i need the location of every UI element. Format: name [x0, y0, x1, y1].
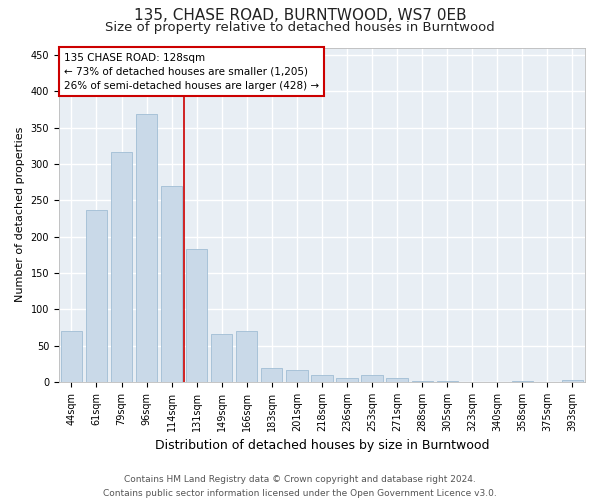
Bar [562, 380, 583, 382]
X-axis label: Distribution of detached houses by size in Burntwood: Distribution of detached houses by size … [155, 440, 489, 452]
Y-axis label: Number of detached properties: Number of detached properties [15, 127, 25, 302]
Text: Size of property relative to detached houses in Burntwood: Size of property relative to detached ho… [105, 21, 495, 34]
Bar [61, 331, 82, 382]
Text: 135 CHASE ROAD: 128sqm
← 73% of detached houses are smaller (1,205)
26% of semi-: 135 CHASE ROAD: 128sqm ← 73% of detached… [64, 52, 319, 90]
Bar [236, 331, 257, 382]
Bar [386, 378, 408, 382]
Text: 135, CHASE ROAD, BURNTWOOD, WS7 0EB: 135, CHASE ROAD, BURNTWOOD, WS7 0EB [134, 8, 466, 22]
Bar [161, 186, 182, 382]
Bar [86, 210, 107, 382]
Bar [136, 114, 157, 382]
Bar [337, 378, 358, 382]
Bar [311, 375, 332, 382]
Bar [186, 249, 208, 382]
Bar [286, 370, 308, 382]
Text: Contains HM Land Registry data © Crown copyright and database right 2024.
Contai: Contains HM Land Registry data © Crown c… [103, 476, 497, 498]
Bar [361, 375, 383, 382]
Bar [211, 334, 232, 382]
Bar [261, 368, 283, 382]
Bar [111, 152, 132, 382]
